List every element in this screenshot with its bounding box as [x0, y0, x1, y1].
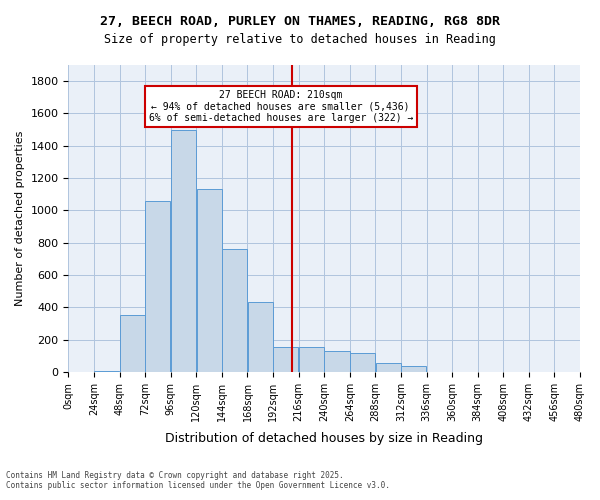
Bar	[94, 371, 119, 372]
Text: Size of property relative to detached houses in Reading: Size of property relative to detached ho…	[104, 32, 496, 46]
Bar	[197, 190, 221, 372]
Bar	[120, 316, 145, 372]
Text: 27, BEECH ROAD, PURLEY ON THAMES, READING, RG8 8DR: 27, BEECH ROAD, PURLEY ON THAMES, READIN…	[100, 15, 500, 28]
Bar	[222, 249, 247, 372]
Bar	[299, 347, 324, 372]
Bar	[248, 302, 273, 372]
Bar	[171, 130, 196, 372]
Y-axis label: Number of detached properties: Number of detached properties	[15, 131, 25, 306]
Text: 27 BEECH ROAD: 210sqm
← 94% of detached houses are smaller (5,436)
6% of semi-de: 27 BEECH ROAD: 210sqm ← 94% of detached …	[149, 90, 413, 123]
X-axis label: Distribution of detached houses by size in Reading: Distribution of detached houses by size …	[165, 432, 483, 445]
Bar	[376, 363, 401, 372]
Bar	[350, 352, 375, 372]
Text: Contains HM Land Registry data © Crown copyright and database right 2025.
Contai: Contains HM Land Registry data © Crown c…	[6, 470, 390, 490]
Bar	[325, 351, 350, 372]
Bar	[145, 200, 170, 372]
Bar	[274, 347, 298, 372]
Bar	[401, 366, 426, 372]
